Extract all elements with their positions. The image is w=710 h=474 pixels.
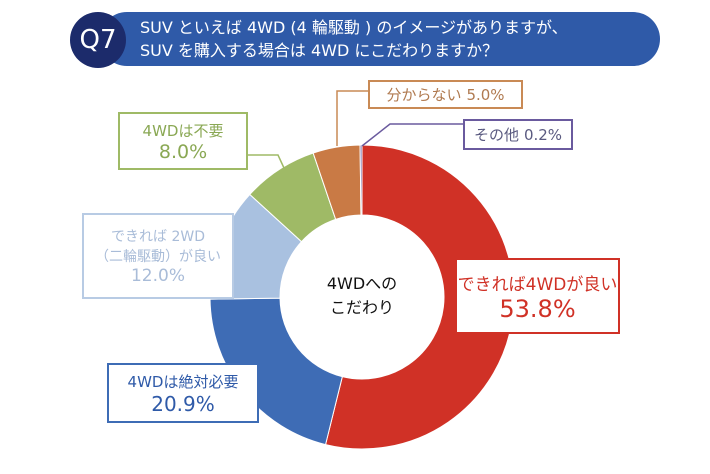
label-prefer-2wd: できれば 2WD （二輪駆動）が良い 12.0% [82,213,234,299]
label-value: 8.0% [158,140,208,163]
label-text: 4WDは不要 [142,121,224,140]
label-value: 5.0% [466,85,505,104]
label-text: 分からない [386,86,462,104]
label-value: 20.9% [151,391,215,416]
question-line-2: SUV を購入する場合は 4WD にこだわりますか？ [140,41,499,60]
donut-center-label: 4WDへの こだわり [302,272,422,320]
label-text: その他 [473,126,519,144]
center-label-line-1: 4WDへの [326,274,398,293]
label-value: 12.0% [130,266,185,286]
donut-slice-5 [359,144,363,216]
label-text-line-1: できれば 2WD [111,229,205,245]
question-banner [100,12,660,66]
question-number-badge: Q7 [70,12,126,68]
center-label-line-2: こだわり [329,298,394,317]
donut-slice-0 [324,144,515,450]
label-text: 4WDは絶対必要 [127,372,239,391]
donut-slice-1 [209,297,343,446]
leader-line-unknown [336,90,368,146]
label-other: その他 0.2% [463,119,573,150]
label-text-line-2: （二輪駆動）が良い [95,249,221,265]
question-text: SUV といえば 4WD (4 輪駆動 ) のイメージがありますが、 SUV を… [140,16,568,62]
leader-line-other [361,123,463,147]
label-value: 53.8% [499,294,576,323]
label-unknown: 分からない 5.0% [368,80,523,109]
label-prefer-4wd: できれば4WDが良い 53.8% [455,258,620,334]
label-4wd-required: 4WDは絶対必要 20.9% [107,363,259,423]
label-text: できれば4WDが良い [457,274,618,295]
question-line-1: SUV といえば 4WD (4 輪駆動 ) のイメージがありますが、 [140,18,568,37]
leader-line-unneeded [248,154,285,169]
label-value: 0.2% [523,125,563,144]
label-4wd-unneeded: 4WDは不要 8.0% [118,112,248,170]
